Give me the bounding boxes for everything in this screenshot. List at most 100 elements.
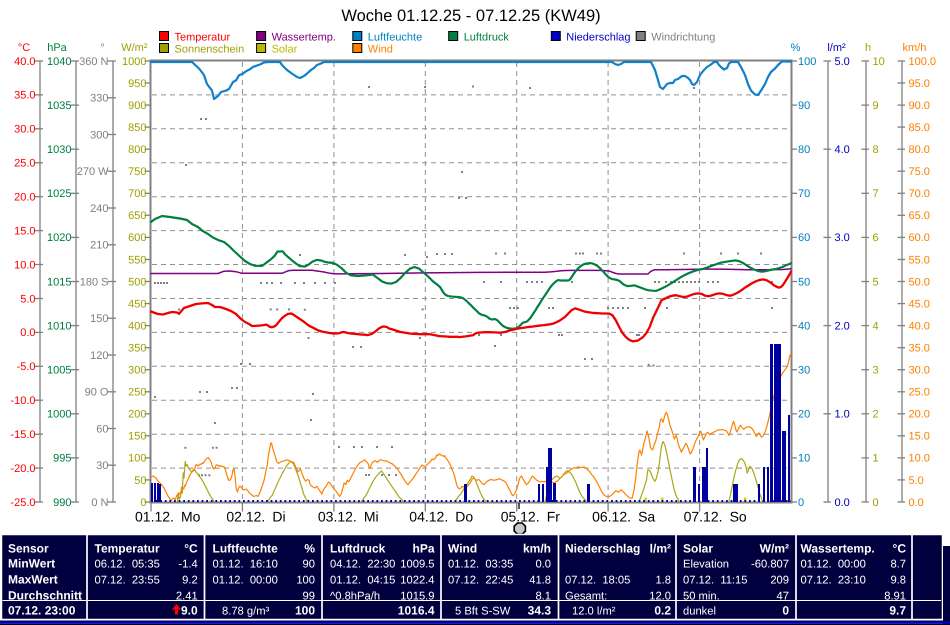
svg-text:MinWert: MinWert: [8, 557, 55, 571]
svg-text:75.0: 75.0: [909, 166, 930, 178]
svg-text:1000: 1000: [122, 56, 146, 68]
svg-text:800: 800: [128, 144, 146, 156]
svg-text:50.0: 50.0: [909, 276, 930, 288]
svg-text:34.3: 34.3: [528, 604, 552, 618]
svg-text:01.12. 00:00: 01.12. 00:00: [213, 575, 278, 587]
svg-text:4.0: 4.0: [835, 144, 850, 156]
svg-text:Niederschlag: Niederschlag: [566, 32, 630, 44]
svg-text:1.8: 1.8: [655, 575, 671, 587]
svg-text:Wassertemp.: Wassertemp.: [801, 542, 875, 556]
svg-text:90: 90: [798, 100, 810, 112]
svg-text:40.0: 40.0: [909, 320, 930, 332]
svg-text:Durchschnitt: Durchschnitt: [8, 589, 82, 603]
svg-text:0.0: 0.0: [909, 497, 924, 509]
svg-text:-5.0: -5.0: [17, 361, 36, 373]
svg-text:450: 450: [128, 298, 146, 310]
svg-text:1009.5: 1009.5: [400, 559, 434, 571]
svg-text:01.12. 03:35: 01.12. 03:35: [448, 559, 513, 571]
svg-text:Wind: Wind: [448, 542, 477, 556]
svg-text:0: 0: [782, 604, 789, 618]
svg-text:04.12. 22:30: 04.12. 22:30: [330, 559, 395, 571]
svg-text:07.12. 11:15: 07.12. 11:15: [683, 575, 748, 587]
svg-text:1015: 1015: [47, 276, 71, 288]
svg-text:15.0: 15.0: [909, 431, 930, 443]
svg-text:07.12. 22:45: 07.12. 22:45: [448, 575, 513, 587]
svg-text:100: 100: [128, 453, 146, 465]
svg-text:5.0: 5.0: [835, 56, 850, 68]
svg-text:2.0: 2.0: [835, 320, 850, 332]
svg-text:50 min.: 50 min.: [683, 591, 720, 603]
svg-text:02.12.: 02.12.: [226, 508, 265, 524]
svg-text:1035: 1035: [47, 100, 71, 112]
svg-text:06.12. 05:35: 06.12. 05:35: [95, 559, 160, 571]
svg-text:250: 250: [128, 387, 146, 399]
svg-text:-60.807: -60.807: [751, 559, 789, 571]
svg-text:01.12. 04:15: 01.12. 04:15: [330, 575, 395, 587]
svg-text:Gesamt:: Gesamt:: [565, 591, 607, 603]
svg-text:hPa: hPa: [47, 42, 67, 54]
svg-text:Mi: Mi: [364, 508, 379, 524]
svg-text:Do: Do: [455, 508, 473, 524]
svg-text:300: 300: [128, 365, 146, 377]
svg-text:995: 995: [53, 453, 71, 465]
svg-text:Luftfeuchte: Luftfeuchte: [368, 32, 422, 44]
svg-text:500: 500: [128, 276, 146, 288]
svg-text:90 O: 90 O: [85, 387, 109, 399]
svg-text:209: 209: [770, 575, 789, 587]
svg-text:2: 2: [873, 409, 879, 421]
svg-text:%: %: [791, 42, 801, 54]
svg-text:-1.4: -1.4: [178, 559, 197, 571]
svg-text:47: 47: [777, 591, 789, 603]
svg-text:Wind: Wind: [368, 44, 393, 56]
svg-text:750: 750: [128, 166, 146, 178]
svg-text:5 Bft S-SW: 5 Bft S-SW: [455, 606, 511, 618]
svg-text:9: 9: [873, 100, 879, 112]
svg-text:07.12. 23:55: 07.12. 23:55: [95, 575, 160, 587]
svg-text:300: 300: [90, 129, 108, 141]
svg-text:9.2: 9.2: [182, 575, 198, 587]
svg-text:65.0: 65.0: [909, 210, 930, 222]
svg-text:240: 240: [90, 203, 108, 215]
svg-text:05.12.: 05.12.: [501, 508, 540, 524]
svg-text:km/h: km/h: [523, 542, 551, 556]
svg-text:60: 60: [96, 423, 108, 435]
svg-text:400: 400: [128, 320, 146, 332]
svg-text:5.0: 5.0: [909, 475, 924, 487]
svg-text:0.0: 0.0: [535, 559, 551, 571]
svg-text:06.12.: 06.12.: [592, 508, 631, 524]
svg-text:100: 100: [295, 604, 315, 618]
svg-text:0.0: 0.0: [835, 497, 850, 509]
svg-text:1040: 1040: [47, 56, 71, 68]
svg-text:35.0: 35.0: [909, 343, 930, 355]
svg-text:330: 330: [90, 93, 108, 105]
svg-text:30.0: 30.0: [909, 365, 930, 377]
svg-text:8.1: 8.1: [535, 591, 551, 603]
svg-text:0 N: 0 N: [91, 497, 108, 509]
svg-text:150: 150: [128, 431, 146, 443]
svg-text:-15.0: -15.0: [10, 429, 35, 441]
svg-text:90.0: 90.0: [909, 100, 930, 112]
svg-text:100: 100: [798, 56, 816, 68]
svg-text:0: 0: [873, 497, 879, 509]
svg-text:1016.4: 1016.4: [398, 604, 435, 618]
svg-text:l/m²: l/m²: [650, 542, 671, 556]
svg-text:^0.8hPa/h: ^0.8hPa/h: [330, 591, 380, 603]
svg-text:8.91: 8.91: [884, 591, 906, 603]
svg-text:85.0: 85.0: [909, 122, 930, 134]
svg-text:8.7: 8.7: [890, 559, 906, 571]
svg-text:Windrichtung: Windrichtung: [651, 32, 715, 44]
svg-text:Solar: Solar: [272, 44, 298, 56]
svg-text:km/h: km/h: [903, 42, 927, 54]
svg-text:20.0: 20.0: [14, 192, 35, 204]
svg-text:Di: Di: [272, 508, 285, 524]
svg-text:350: 350: [128, 343, 146, 355]
svg-text:0: 0: [798, 497, 804, 509]
svg-text:-10.0: -10.0: [10, 395, 35, 407]
svg-text:01.12. 00:00: 01.12. 00:00: [801, 559, 866, 571]
svg-text:Woche 01.12.25 - 07.12.25 (KW4: Woche 01.12.25 - 07.12.25 (KW49): [341, 7, 600, 25]
svg-text:-20.0: -20.0: [10, 463, 35, 475]
svg-text:35.0: 35.0: [14, 90, 35, 102]
svg-text:Luftfeuchte: Luftfeuchte: [213, 542, 279, 556]
svg-text:1005: 1005: [47, 365, 71, 377]
svg-text:1.0: 1.0: [835, 409, 850, 421]
